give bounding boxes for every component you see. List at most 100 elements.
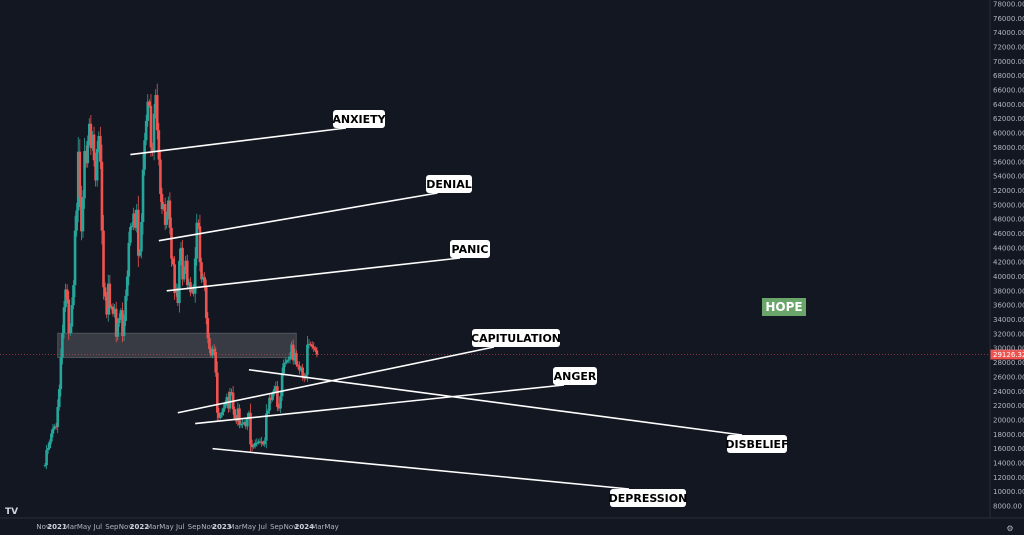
candle-body [236, 408, 240, 422]
y-tick-label: 14000.00 [993, 459, 1024, 467]
candle-body [129, 227, 132, 243]
candle-body [171, 258, 175, 265]
candle-body [282, 363, 286, 374]
candle-body [244, 422, 248, 427]
candle-body [141, 169, 145, 223]
x-tick-label: Jul [175, 523, 185, 531]
candle-body [73, 230, 77, 286]
candle-body [149, 105, 153, 148]
y-tick-label: 58000.00 [993, 144, 1024, 152]
candle-body [212, 348, 216, 352]
candle-body [95, 148, 99, 181]
y-tick-label: 48000.00 [993, 216, 1024, 224]
annotation-pointer [166, 257, 461, 292]
candle-body [228, 391, 232, 409]
candle-body [184, 260, 188, 271]
y-tick-label: 36000.00 [993, 302, 1024, 310]
candle-body [241, 423, 244, 425]
annotation-label: DENIAL [426, 178, 471, 191]
settings-glyph: ⚙ [1006, 524, 1013, 533]
candle-body [135, 209, 139, 228]
x-tick-label: 2021 [47, 523, 67, 531]
candle-body [81, 198, 85, 232]
candle-body [51, 428, 55, 434]
y-tick-label: 66000.00 [993, 87, 1024, 95]
candle-body [208, 338, 211, 349]
tradingview-logo[interactable]: TV [5, 507, 18, 517]
candle-body [83, 151, 86, 199]
candle-body [100, 161, 104, 231]
candle-body [94, 160, 97, 181]
candle-body [277, 407, 281, 409]
candle-body [272, 389, 276, 394]
y-tick-label: 8000.00 [993, 503, 1022, 511]
y-tick-label: 64000.00 [993, 101, 1024, 109]
annotation-label: CAPITULATION [471, 332, 561, 345]
y-tick-label: 62000.00 [993, 115, 1024, 123]
x-tick-label: Nov [119, 523, 133, 531]
candle-body [160, 194, 164, 210]
current-price-label: 29126.32 [993, 351, 1024, 359]
candle-body [283, 362, 287, 364]
candle-body [299, 367, 303, 371]
candle-body [293, 353, 297, 361]
y-tick-label: 42000.00 [993, 259, 1024, 267]
candle-body [89, 123, 93, 149]
candle-body [48, 441, 52, 448]
candle-body [152, 113, 156, 153]
candle-body [200, 262, 203, 280]
annotation-box [472, 329, 560, 347]
candle-body [276, 386, 279, 408]
candle-body [219, 414, 222, 418]
candle-body [250, 444, 254, 448]
annotation-box [610, 489, 686, 507]
candle-body [192, 287, 195, 294]
y-tick-label: 44000.00 [993, 244, 1024, 252]
y-tick-label: 50000.00 [993, 201, 1024, 209]
annotation-pointer [158, 192, 438, 242]
candle-body [59, 357, 63, 390]
candle-body [76, 151, 80, 211]
candle-body [181, 247, 184, 280]
y-axis[interactable]: 78000.00 76000.00 74000.00 72000.00 70000.00… [993, 1, 1024, 511]
candle-body [310, 344, 314, 347]
candle-body [176, 287, 180, 304]
annotation-box [553, 367, 597, 385]
y-tick-label: 10000.00 [993, 488, 1024, 496]
candle-body [179, 247, 183, 261]
annotation-label: DEPRESSION [609, 492, 688, 505]
x-tick-label: May [159, 523, 173, 531]
annotation-label: DISBELIEF [725, 438, 788, 451]
candle-body [106, 283, 110, 315]
candle-body [113, 308, 116, 314]
annotation-box [727, 435, 787, 453]
candle-body [75, 210, 78, 231]
x-tick-label: Sep [105, 523, 119, 531]
candle-body [111, 306, 115, 314]
y-tick-label: 60000.00 [993, 130, 1024, 138]
candle-body [295, 353, 298, 365]
y-tick-label: 68000.00 [993, 72, 1024, 80]
candle-body [105, 296, 108, 315]
candle-body [43, 465, 47, 467]
y-tick-label: 52000.00 [993, 187, 1024, 195]
candle-body [173, 264, 176, 294]
candle-body [162, 204, 165, 210]
candle-body [246, 417, 249, 427]
candle-body [125, 276, 129, 296]
candle-body [65, 289, 69, 300]
candle-body [298, 366, 301, 371]
candle-body [216, 372, 219, 413]
candle-body [203, 277, 206, 288]
candle-body [124, 295, 127, 321]
candle-body [302, 377, 306, 379]
candles-layer [43, 83, 319, 470]
candle-body [204, 287, 208, 319]
candle-body [255, 442, 259, 444]
candle-body [165, 216, 169, 225]
x-tick-label: Mar [146, 523, 159, 531]
y-tick-label: 38000.00 [993, 287, 1024, 295]
y-tick-label: 70000.00 [993, 58, 1024, 66]
